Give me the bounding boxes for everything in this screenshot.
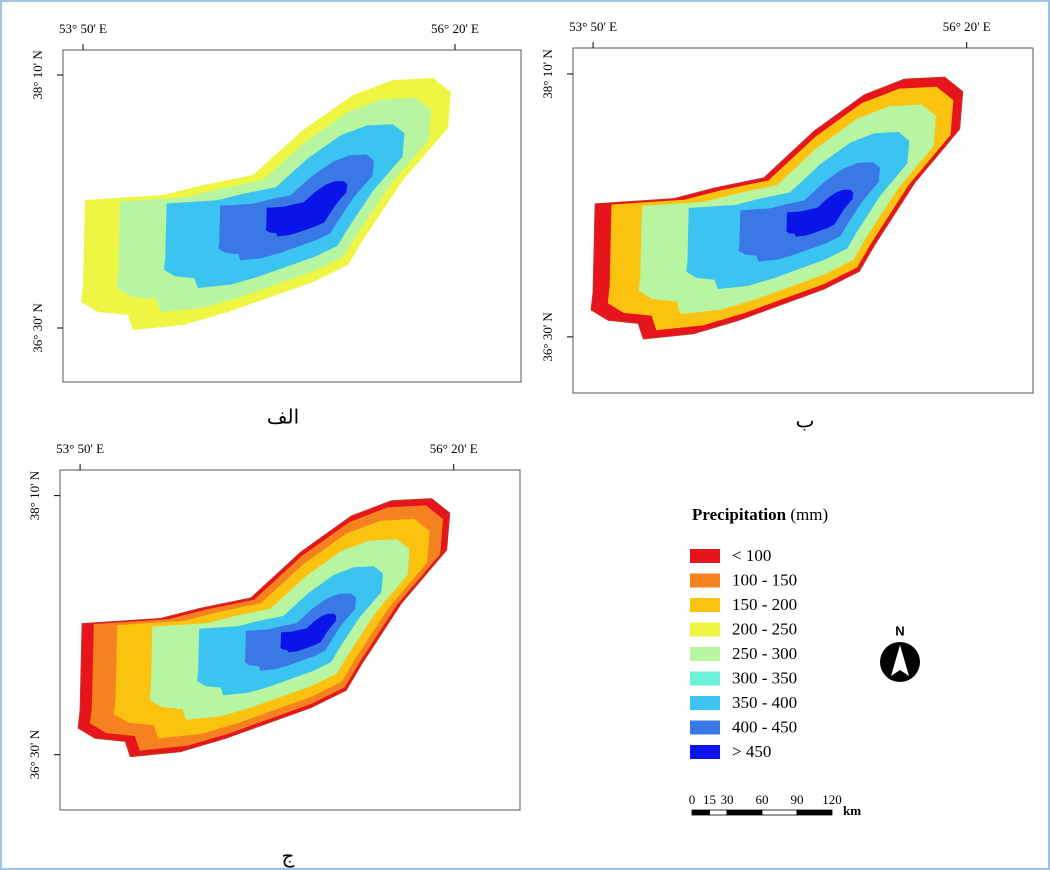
y-coord-label: 36° 30' N [27,729,42,779]
x-coord-label: 56° 20' E [431,21,479,36]
x-coord-label: 53° 50' E [56,441,104,456]
legend-label: 100 - 150 [732,570,797,589]
legend-label: > 450 [732,742,771,761]
y-coord-label: 36° 30' N [540,312,555,362]
scale-unit: km [843,803,861,818]
scale-segment [796,809,833,816]
precip-zone [280,613,337,653]
y-coord-label: 38° 10' N [30,50,45,100]
legend-label: 200 - 250 [732,619,797,638]
legend-title-text: Precipitation [692,505,787,524]
legend-title: Precipitation (mm) [692,505,828,524]
legend-unit: (mm) [790,505,828,524]
legend-label: < 100 [732,546,771,565]
x-coord-label: 56° 20' E [943,19,991,34]
precip-zone [265,180,348,237]
legend-swatch [690,696,720,710]
legend-label: 350 - 400 [732,693,797,712]
scale-segment [709,809,728,816]
scale-tick-label: 120 [822,792,842,807]
panel-label: ب [796,409,815,433]
scale-tick-label: 30 [721,792,734,807]
legend-label: 300 - 350 [732,668,797,687]
north-pointer [891,645,909,676]
panel-label: ج [282,844,295,868]
y-coord-label: 38° 10' N [540,49,555,99]
scale-segment [691,809,710,816]
y-coord-label: 36° 30' N [30,303,45,353]
north-arrow: N [880,623,920,682]
legend-swatch [690,720,720,735]
legend-label: 250 - 300 [732,644,797,663]
legend-swatch [690,549,720,563]
north-label: N [895,623,904,638]
scale-tick-label: 60 [756,792,769,807]
panel-label: الف [267,405,299,429]
scale-tick-label: 0 [689,792,696,807]
legend-swatch [690,671,720,686]
legend-swatch [690,647,720,661]
scale-tick-label: 15 [703,792,716,807]
legend-swatch [690,573,720,588]
scale-tick-label: 90 [791,792,804,807]
x-coord-label: 56° 20' E [430,441,478,456]
map-panel: 53° 50' E 56° 20' E 38° 10' N 36° 30' N [30,21,522,383]
map-panel: 53° 50' E 56° 20' E 38° 10' N 36° 30' N [27,441,521,811]
x-coord-label: 53° 50' E [569,19,617,34]
legend-swatch [690,598,720,612]
legend-swatch [690,622,720,637]
x-coord-label: 53° 50' E [59,21,107,36]
scale-segment [761,809,798,816]
legend-swatch [690,745,720,759]
precip-zone [786,189,854,237]
scale-segment [726,809,763,816]
map-panel: 53° 50' E 56° 20' E 38° 10' N 36° 30' N [540,19,1034,394]
y-coord-label: 38° 10' N [27,470,42,520]
legend-label: 400 - 450 [732,717,797,736]
legend-label: 150 - 200 [732,595,797,614]
